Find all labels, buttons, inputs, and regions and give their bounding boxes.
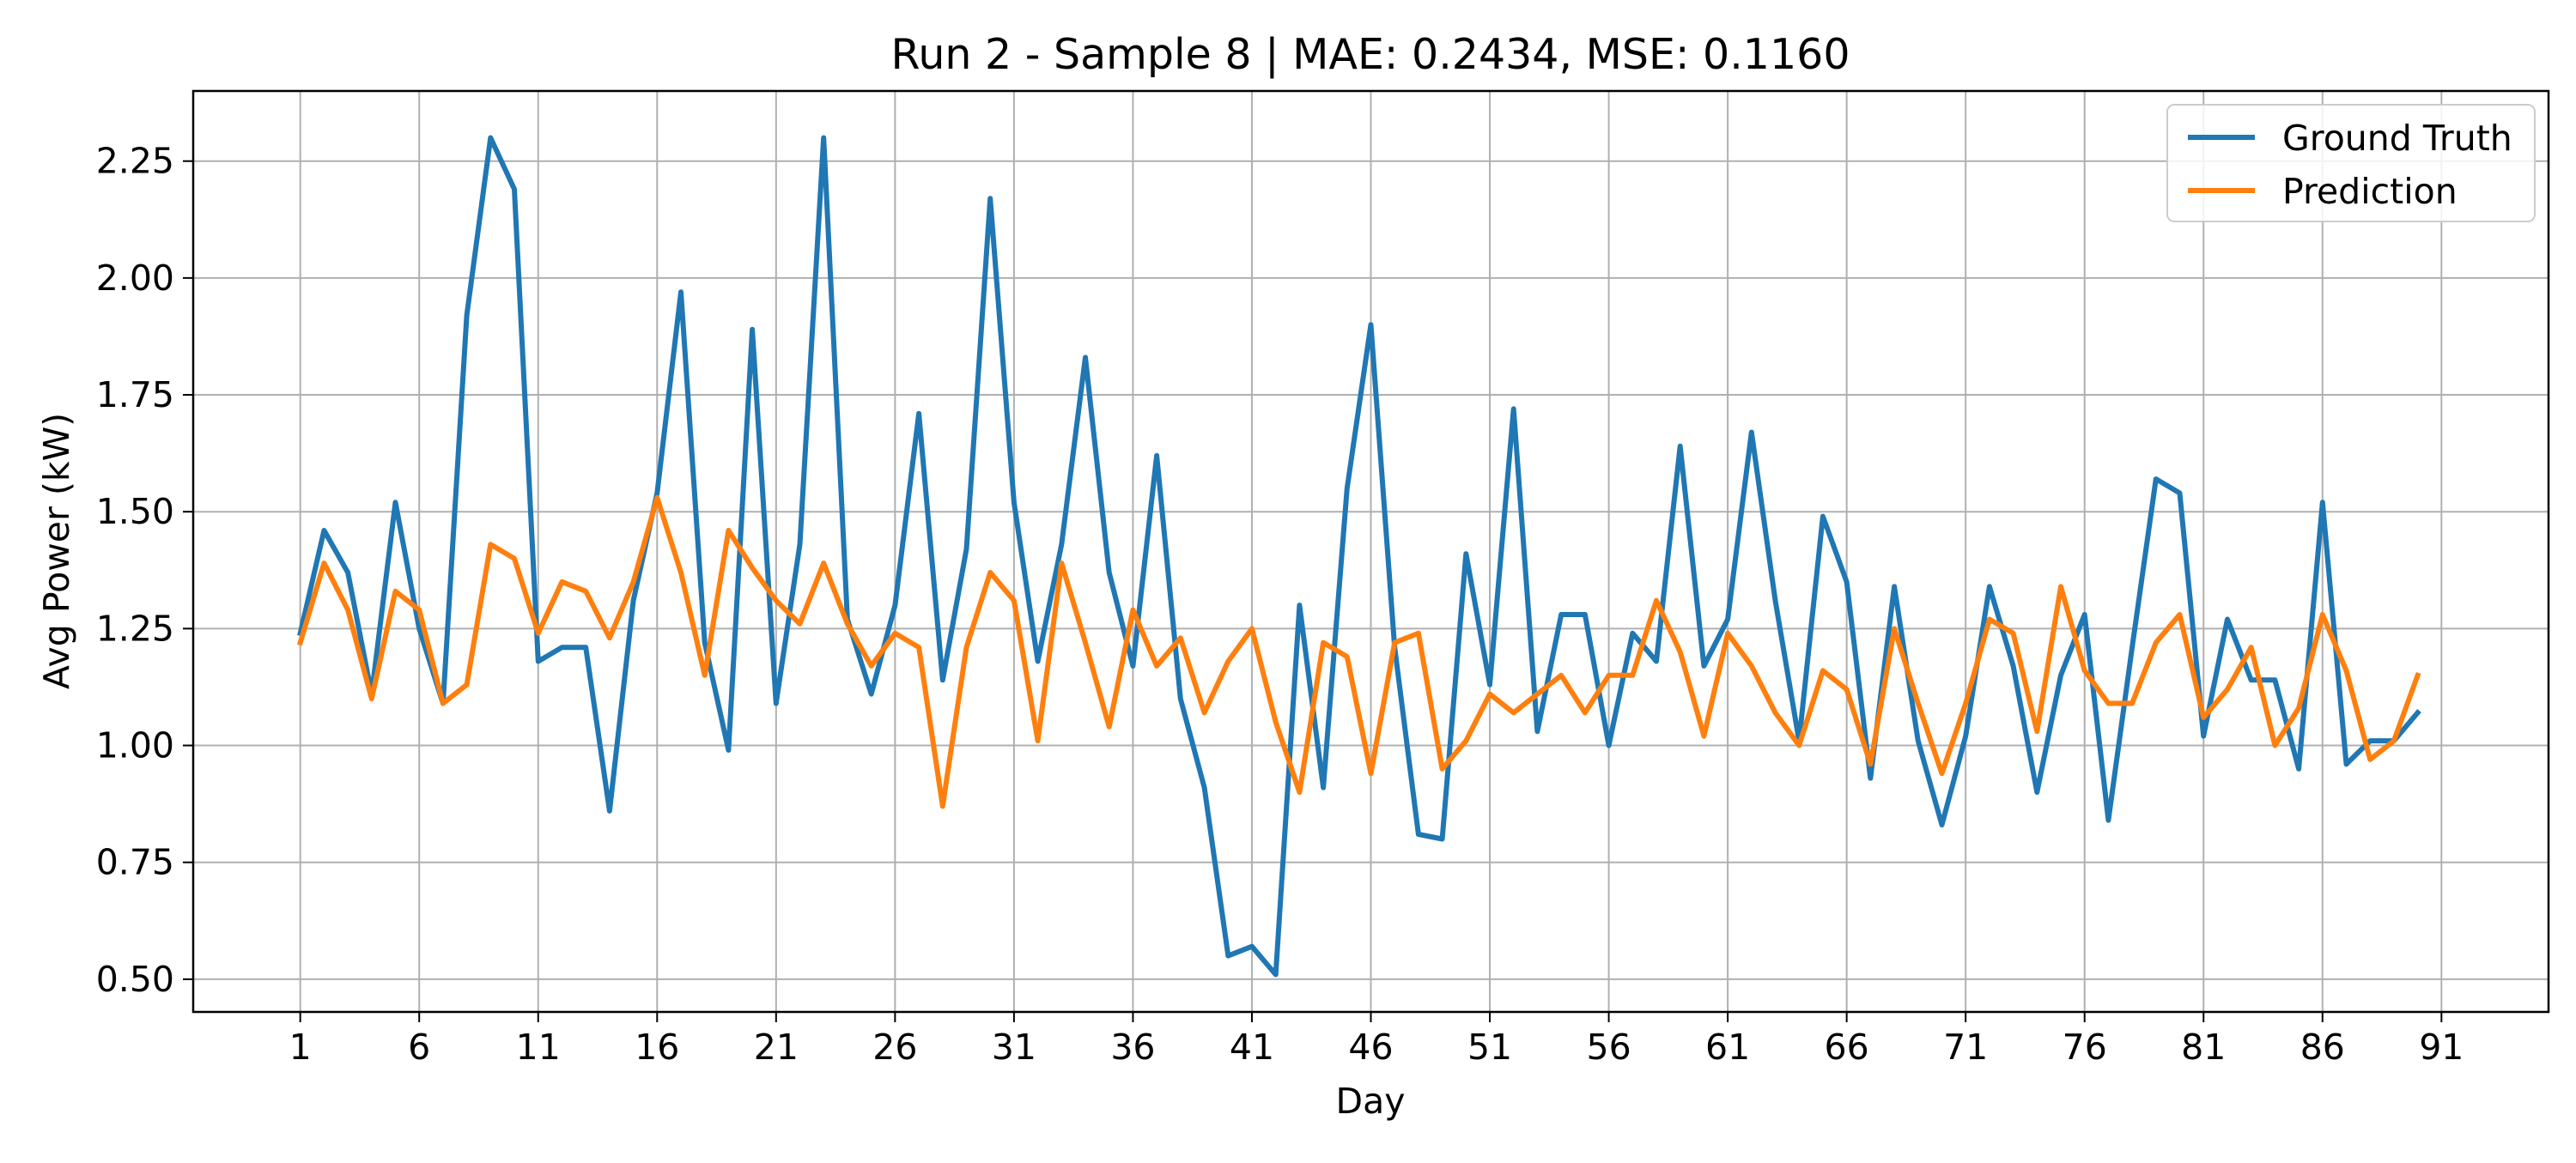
- y-axis-ticks: 0.50 0.75 1.00 1.25 1.50 1.75 2.00 2.25: [96, 141, 193, 1000]
- x-axis-label: Day: [1336, 1081, 1406, 1122]
- y-tick-label: 0.75: [96, 842, 174, 883]
- x-tick-label: 16: [635, 1027, 679, 1068]
- x-tick-label: 56: [1586, 1027, 1631, 1068]
- x-tick-label: 41: [1230, 1027, 1274, 1068]
- y-tick-label: 1.75: [96, 374, 174, 415]
- x-tick-label: 76: [2063, 1027, 2107, 1068]
- x-tick-label: 1: [289, 1027, 312, 1068]
- series-line-prediction: [296, 494, 2421, 809]
- series-line-ground-truth: [297, 135, 2421, 978]
- x-tick-label: 26: [872, 1027, 917, 1068]
- x-tick-label: 6: [408, 1027, 430, 1068]
- legend-label-ground-truth: Ground Truth: [2282, 118, 2512, 159]
- x-tick-label: 81: [2181, 1027, 2226, 1068]
- x-tick-label: 36: [1110, 1027, 1155, 1068]
- y-tick-label: 0.50: [96, 959, 174, 1000]
- y-tick-label: 1.50: [96, 491, 174, 532]
- y-axis-label: Avg Power (kW): [36, 413, 77, 689]
- x-tick-label: 66: [1825, 1027, 1869, 1068]
- y-tick-label: 1.00: [96, 725, 174, 766]
- x-tick-label: 46: [1348, 1027, 1393, 1068]
- x-tick-label: 91: [2419, 1027, 2464, 1068]
- x-tick-label: 71: [1943, 1027, 1988, 1068]
- y-tick-label: 2.25: [96, 141, 174, 182]
- grid-lines: [193, 91, 2549, 1012]
- plot-series: [296, 135, 2421, 978]
- x-axis-ticks: 1 6 11 16 21 26 31 36 41 46 51 56 61 66 71 76 81 86 91: [289, 1012, 2464, 1068]
- x-tick-label: 11: [516, 1027, 561, 1068]
- x-tick-label: 51: [1467, 1027, 1512, 1068]
- chart-title: Run 2 - Sample 8 | MAE: 0.2434, MSE: 0.1…: [891, 30, 1850, 79]
- legend-box: [2166, 104, 2536, 222]
- y-tick-label: 2.00: [96, 257, 174, 299]
- legend: Ground Truth Prediction: [2166, 104, 2536, 222]
- x-tick-label: 86: [2300, 1027, 2345, 1068]
- x-tick-label: 21: [754, 1027, 799, 1068]
- legend-label-prediction: Prediction: [2282, 171, 2458, 212]
- x-tick-label: 31: [992, 1027, 1036, 1068]
- x-tick-label: 61: [1705, 1027, 1750, 1068]
- y-tick-label: 1.25: [96, 608, 174, 649]
